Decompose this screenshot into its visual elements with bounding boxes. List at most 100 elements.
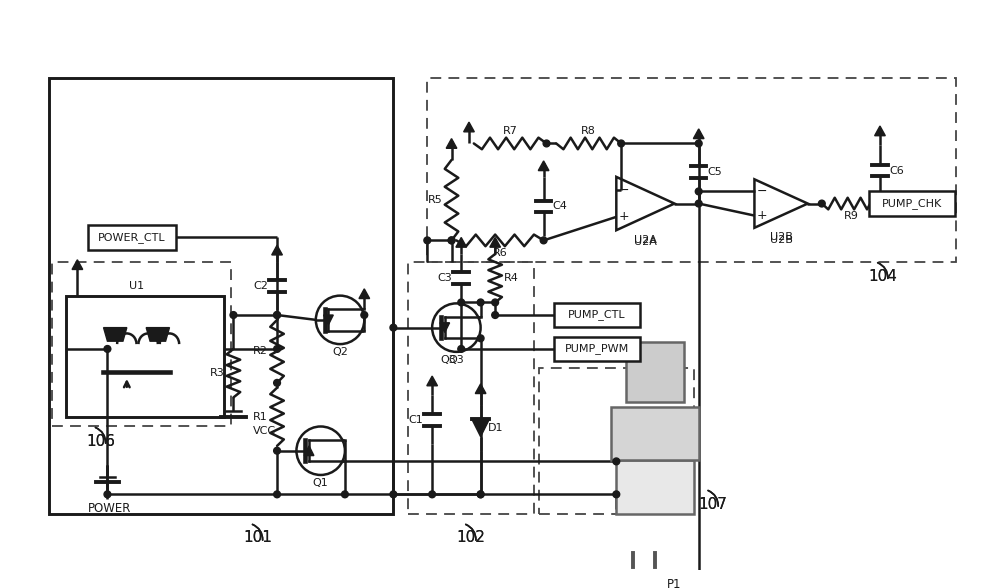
Text: R3: R3: [210, 368, 224, 378]
Text: P1: P1: [667, 578, 682, 588]
Text: Q3: Q3: [441, 355, 457, 365]
Text: U1: U1: [129, 281, 144, 291]
Text: POWER: POWER: [88, 502, 131, 516]
FancyBboxPatch shape: [88, 225, 176, 249]
Text: R6: R6: [493, 248, 507, 258]
Bar: [626, 342, 684, 402]
Text: POWER_CTL: POWER_CTL: [98, 232, 165, 243]
Text: 104: 104: [868, 269, 897, 284]
Polygon shape: [875, 126, 885, 136]
Circle shape: [274, 447, 280, 454]
Text: −: −: [619, 183, 629, 197]
Text: Q2: Q2: [332, 347, 348, 357]
Circle shape: [104, 491, 111, 497]
Text: U2A: U2A: [634, 235, 657, 245]
Circle shape: [448, 237, 455, 244]
Text: −: −: [757, 185, 767, 198]
Bar: [427, 78, 956, 262]
Text: R9: R9: [843, 211, 858, 221]
Text: C1: C1: [408, 415, 423, 425]
Circle shape: [543, 140, 550, 147]
Circle shape: [877, 200, 883, 207]
Circle shape: [477, 491, 484, 497]
Text: PUMP_PWM: PUMP_PWM: [565, 343, 629, 355]
Circle shape: [274, 346, 280, 352]
Text: R1: R1: [253, 412, 268, 422]
Circle shape: [492, 312, 499, 319]
Bar: [49, 78, 393, 514]
Bar: [66, 296, 224, 417]
Text: +: +: [757, 209, 768, 222]
Polygon shape: [72, 260, 83, 269]
Bar: [408, 262, 534, 514]
Text: 101: 101: [243, 530, 272, 546]
Text: VCC: VCC: [253, 426, 276, 436]
Text: D1: D1: [488, 423, 504, 433]
Circle shape: [390, 491, 397, 497]
Text: PUMP_CHK: PUMP_CHK: [882, 198, 942, 209]
Polygon shape: [464, 122, 474, 132]
Polygon shape: [693, 129, 704, 139]
Bar: [616, 460, 694, 514]
Text: R2: R2: [253, 346, 268, 356]
Bar: [611, 407, 699, 460]
Polygon shape: [324, 315, 333, 325]
Text: 104: 104: [868, 269, 897, 284]
Polygon shape: [440, 323, 450, 332]
Text: C2: C2: [253, 281, 268, 291]
Polygon shape: [427, 376, 437, 386]
Circle shape: [818, 200, 825, 207]
Polygon shape: [272, 245, 282, 255]
Circle shape: [477, 335, 484, 342]
Circle shape: [492, 299, 499, 306]
Circle shape: [361, 312, 368, 319]
Polygon shape: [304, 446, 314, 456]
Text: R8: R8: [581, 126, 596, 136]
Circle shape: [613, 491, 620, 497]
Circle shape: [540, 237, 547, 244]
Text: +: +: [619, 211, 629, 223]
Circle shape: [429, 491, 436, 497]
Circle shape: [613, 458, 620, 465]
Text: PUMP_CTL: PUMP_CTL: [568, 309, 626, 320]
Text: R4: R4: [504, 273, 519, 283]
Text: U2B: U2B: [770, 232, 793, 242]
Bar: [52, 262, 231, 426]
Text: R7: R7: [503, 126, 518, 136]
Text: 107: 107: [699, 496, 728, 512]
Text: 102: 102: [456, 530, 485, 546]
Text: C6: C6: [889, 166, 904, 176]
Circle shape: [695, 200, 702, 207]
Polygon shape: [456, 238, 467, 247]
Polygon shape: [490, 238, 500, 247]
Text: Q3: Q3: [449, 355, 464, 365]
Polygon shape: [475, 384, 486, 393]
Circle shape: [477, 491, 484, 497]
Circle shape: [458, 299, 465, 306]
Text: 107: 107: [699, 496, 728, 512]
Text: Q1: Q1: [313, 477, 329, 487]
Circle shape: [390, 324, 397, 331]
Text: 102: 102: [456, 530, 485, 546]
Text: 106: 106: [86, 433, 115, 449]
Text: 101: 101: [243, 530, 272, 546]
Text: 106: 106: [86, 433, 115, 449]
Text: C5: C5: [708, 167, 723, 177]
Polygon shape: [538, 161, 549, 171]
Circle shape: [230, 312, 237, 319]
Circle shape: [448, 237, 455, 244]
Bar: [539, 368, 694, 514]
Circle shape: [342, 491, 348, 497]
Circle shape: [274, 312, 280, 319]
FancyBboxPatch shape: [554, 337, 640, 361]
Circle shape: [424, 237, 431, 244]
Text: C3: C3: [437, 273, 452, 283]
Polygon shape: [146, 328, 169, 341]
Circle shape: [477, 299, 484, 306]
FancyBboxPatch shape: [554, 303, 640, 327]
Circle shape: [274, 491, 280, 497]
Text: R5: R5: [428, 195, 442, 205]
Circle shape: [458, 346, 465, 352]
Circle shape: [618, 140, 625, 147]
Text: U2A: U2A: [634, 238, 657, 248]
